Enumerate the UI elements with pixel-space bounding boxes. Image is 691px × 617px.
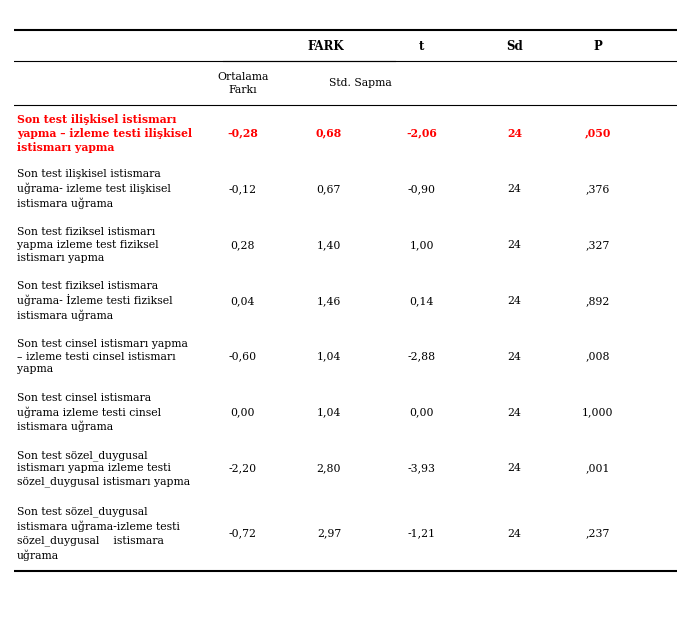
Text: ,376: ,376: [585, 184, 609, 194]
Text: ,008: ,008: [585, 352, 610, 362]
Text: -0,60: -0,60: [229, 352, 257, 362]
Text: ,050: ,050: [585, 128, 611, 139]
Text: Son test ilişkisel istismara
uğrama- izleme test ilişkisel
istismara uğrama: Son test ilişkisel istismara uğrama- izl…: [17, 169, 171, 209]
Text: 1,46: 1,46: [316, 296, 341, 306]
Text: Std. Sapma: Std. Sapma: [329, 78, 392, 88]
Text: 0,14: 0,14: [410, 296, 434, 306]
Text: ,327: ,327: [585, 240, 609, 250]
Text: 0,00: 0,00: [230, 408, 255, 418]
Text: -2,20: -2,20: [229, 463, 257, 473]
Text: 0,04: 0,04: [231, 296, 255, 306]
Text: 0,28: 0,28: [230, 240, 255, 250]
Text: 1,04: 1,04: [316, 408, 341, 418]
Text: 2,97: 2,97: [316, 529, 341, 539]
Text: -2,06: -2,06: [406, 128, 437, 139]
Text: 2,80: 2,80: [316, 463, 341, 473]
Text: 1,04: 1,04: [316, 352, 341, 362]
Text: P: P: [593, 40, 602, 53]
Text: 1,000: 1,000: [582, 408, 614, 418]
Text: 24: 24: [508, 184, 522, 194]
Text: ,237: ,237: [585, 529, 609, 539]
Text: 24: 24: [508, 296, 522, 306]
Text: 24: 24: [508, 240, 522, 250]
Text: 24: 24: [508, 352, 522, 362]
Text: FARK: FARK: [307, 40, 344, 53]
Text: 24: 24: [508, 463, 522, 473]
Text: -0,90: -0,90: [408, 184, 436, 194]
Text: -2,88: -2,88: [408, 352, 436, 362]
Text: Son test sözel_duygusal
istismarı yapma izleme testi
sözel_duygusal istismarı ya: Son test sözel_duygusal istismarı yapma …: [17, 450, 190, 487]
Text: Sd: Sd: [507, 40, 523, 53]
Text: 24: 24: [508, 408, 522, 418]
Text: Son test cinsel istismarı yapma
– izleme testi cinsel istismarı
yapma: Son test cinsel istismarı yapma – izleme…: [17, 339, 188, 375]
Text: Son test cinsel istismara
uğrama izleme testi cinsel
istismara uğrama: Son test cinsel istismara uğrama izleme …: [17, 393, 161, 433]
Text: 0,68: 0,68: [316, 128, 342, 139]
Text: 1,40: 1,40: [316, 240, 341, 250]
Text: ,892: ,892: [585, 296, 609, 306]
Text: Ortalama
Farkı: Ortalama Farkı: [217, 72, 268, 94]
Text: Son test fiziksel istismarı
yapma izleme test fiziksel
istismarı yapma: Son test fiziksel istismarı yapma izleme…: [17, 227, 159, 263]
Text: -1,21: -1,21: [408, 529, 436, 539]
Text: -0,28: -0,28: [227, 128, 258, 139]
Text: 0,67: 0,67: [316, 184, 341, 194]
Text: Son test fiziksel istismara
uğrama- İzleme testi fiziksel
istismara uğrama: Son test fiziksel istismara uğrama- İzle…: [17, 281, 173, 321]
Text: -0,72: -0,72: [229, 529, 256, 539]
Text: 24: 24: [507, 128, 522, 139]
Text: -0,12: -0,12: [229, 184, 257, 194]
Text: Son test sözel_duygusal
istismara uğrama-izleme testi
sözel_duygusal    istismar: Son test sözel_duygusal istismara uğrama…: [17, 507, 180, 560]
Text: t: t: [419, 40, 424, 53]
Text: 24: 24: [508, 529, 522, 539]
Text: -3,93: -3,93: [408, 463, 436, 473]
Text: 0,00: 0,00: [410, 408, 434, 418]
Text: ,001: ,001: [585, 463, 610, 473]
Text: 1,00: 1,00: [410, 240, 434, 250]
Text: Son test ilişkisel istismarı
yapma – izleme testi ilişkisel
istismarı yapma: Son test ilişkisel istismarı yapma – izl…: [17, 114, 192, 153]
